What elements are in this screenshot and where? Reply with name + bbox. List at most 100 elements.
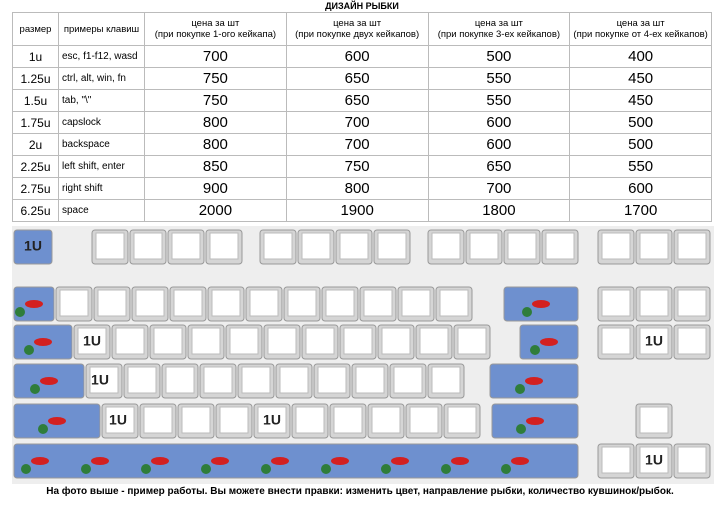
key-top: [639, 406, 669, 434]
key-top: [431, 232, 461, 260]
key-top: [171, 232, 201, 260]
title: ДИЗАЙН РЫБКИ: [325, 1, 399, 11]
key-top: [677, 232, 707, 260]
price-cell: 700: [285, 133, 429, 156]
key-top: [211, 289, 241, 317]
header-cell: цена за шт (при покупке от 4-ех кейкапов…: [569, 12, 712, 46]
key-top: [115, 327, 145, 355]
key-top: [127, 366, 157, 394]
price-cell: 800: [144, 133, 287, 156]
price-cell: 400: [569, 45, 712, 68]
key-top: [203, 366, 233, 394]
key: [13, 443, 579, 479]
lily-pad: [30, 384, 40, 394]
lily-pad: [501, 464, 511, 474]
label-cell: left shift, enter: [58, 155, 145, 178]
key-top: [301, 232, 331, 260]
lily-pad: [15, 307, 25, 317]
key-top: [279, 366, 309, 394]
key-top: [469, 232, 499, 260]
price-cell: 650: [285, 89, 429, 112]
table-row: 1.25u ctrl, alt, win, fn 750 650 550 450: [12, 67, 712, 90]
fish: [40, 377, 58, 385]
price-cell: 700: [144, 45, 287, 68]
lily-pad: [522, 307, 532, 317]
table-row: 2.75u right shift 900 800 700 600: [12, 177, 712, 200]
key-top: [431, 366, 461, 394]
key-top: [295, 406, 325, 434]
key-top: [639, 327, 669, 355]
key-top: [209, 232, 239, 260]
key-top: [639, 446, 669, 474]
lily-pad: [21, 464, 31, 474]
key-top: [381, 327, 411, 355]
label-cell: 2.25u: [12, 155, 59, 178]
key-label: 1U: [24, 238, 42, 254]
key-top: [229, 327, 259, 355]
lily-pad: [515, 384, 525, 394]
key-top: [59, 289, 89, 317]
key-top: [153, 327, 183, 355]
key-top: [89, 366, 119, 394]
key-top: [241, 366, 271, 394]
key-label: 1U: [109, 412, 127, 428]
fish: [211, 457, 229, 465]
price-cell: 800: [144, 111, 287, 134]
price-cell: 850: [144, 155, 287, 178]
price-cell: 500: [427, 45, 571, 68]
price-cell: 700: [285, 111, 429, 134]
price-cell: 1800: [427, 199, 571, 222]
footer-note: На фото выше - пример работы. Вы можете …: [46, 486, 674, 497]
price-cell: 750: [144, 67, 287, 90]
lily-pad: [38, 424, 48, 434]
key-label: 1U: [263, 412, 281, 428]
lily-pad: [516, 424, 526, 434]
key-top: [181, 406, 211, 434]
key-top: [355, 366, 385, 394]
key-top: [267, 327, 297, 355]
fish: [532, 300, 550, 308]
key-top: [677, 327, 707, 355]
header-cell: примеры клавиш: [58, 12, 145, 46]
price-cell: 1700: [569, 199, 712, 222]
key-top: [393, 366, 423, 394]
price-cell: 600: [569, 177, 712, 200]
fish: [31, 457, 49, 465]
label-cell: 6.25u: [12, 199, 59, 222]
fish: [34, 338, 52, 346]
price-cell: 450: [569, 67, 712, 90]
key-top: [97, 289, 127, 317]
key-top: [419, 327, 449, 355]
table-row: 1u esc, f1-f12, wasd 700 600 500 400: [12, 45, 712, 68]
keyboard-image: 1U 1U 1U 1U 1U 1U 1U: [12, 226, 714, 484]
table-row: 2.25u left shift, enter 850 750 650 550: [12, 155, 712, 178]
key-top: [409, 406, 439, 434]
key-top: [677, 289, 707, 317]
fish: [25, 300, 43, 308]
key-top: [219, 406, 249, 434]
key-top: [601, 289, 631, 317]
key-top: [263, 232, 293, 260]
header-cell: цена за шт (при покупке двух кейкапов): [285, 12, 429, 46]
price-cell: 750: [144, 89, 287, 112]
key-top: [601, 327, 631, 355]
price-cell: 650: [427, 155, 571, 178]
lily-pad: [141, 464, 151, 474]
header-row: размер примеры клавиш цена за шт (при поку…: [12, 12, 712, 46]
key-label: 1U: [83, 333, 101, 349]
key-top: [377, 232, 407, 260]
lily-pad: [24, 345, 34, 355]
key-top: [305, 327, 335, 355]
key-top: [601, 232, 631, 260]
price-cell: 550: [427, 67, 571, 90]
label-cell: backspace: [58, 133, 145, 156]
key-top: [287, 289, 317, 317]
price-cell: 700: [427, 177, 571, 200]
price-table: ДИЗАЙН РЫБКИ размер примеры клавиш цена за…: [12, 0, 712, 222]
key-top: [339, 232, 369, 260]
key-top: [601, 446, 631, 474]
label-cell: capslock: [58, 111, 145, 134]
header-cell: размер: [12, 12, 59, 46]
key-top: [343, 327, 373, 355]
key-top: [95, 232, 125, 260]
